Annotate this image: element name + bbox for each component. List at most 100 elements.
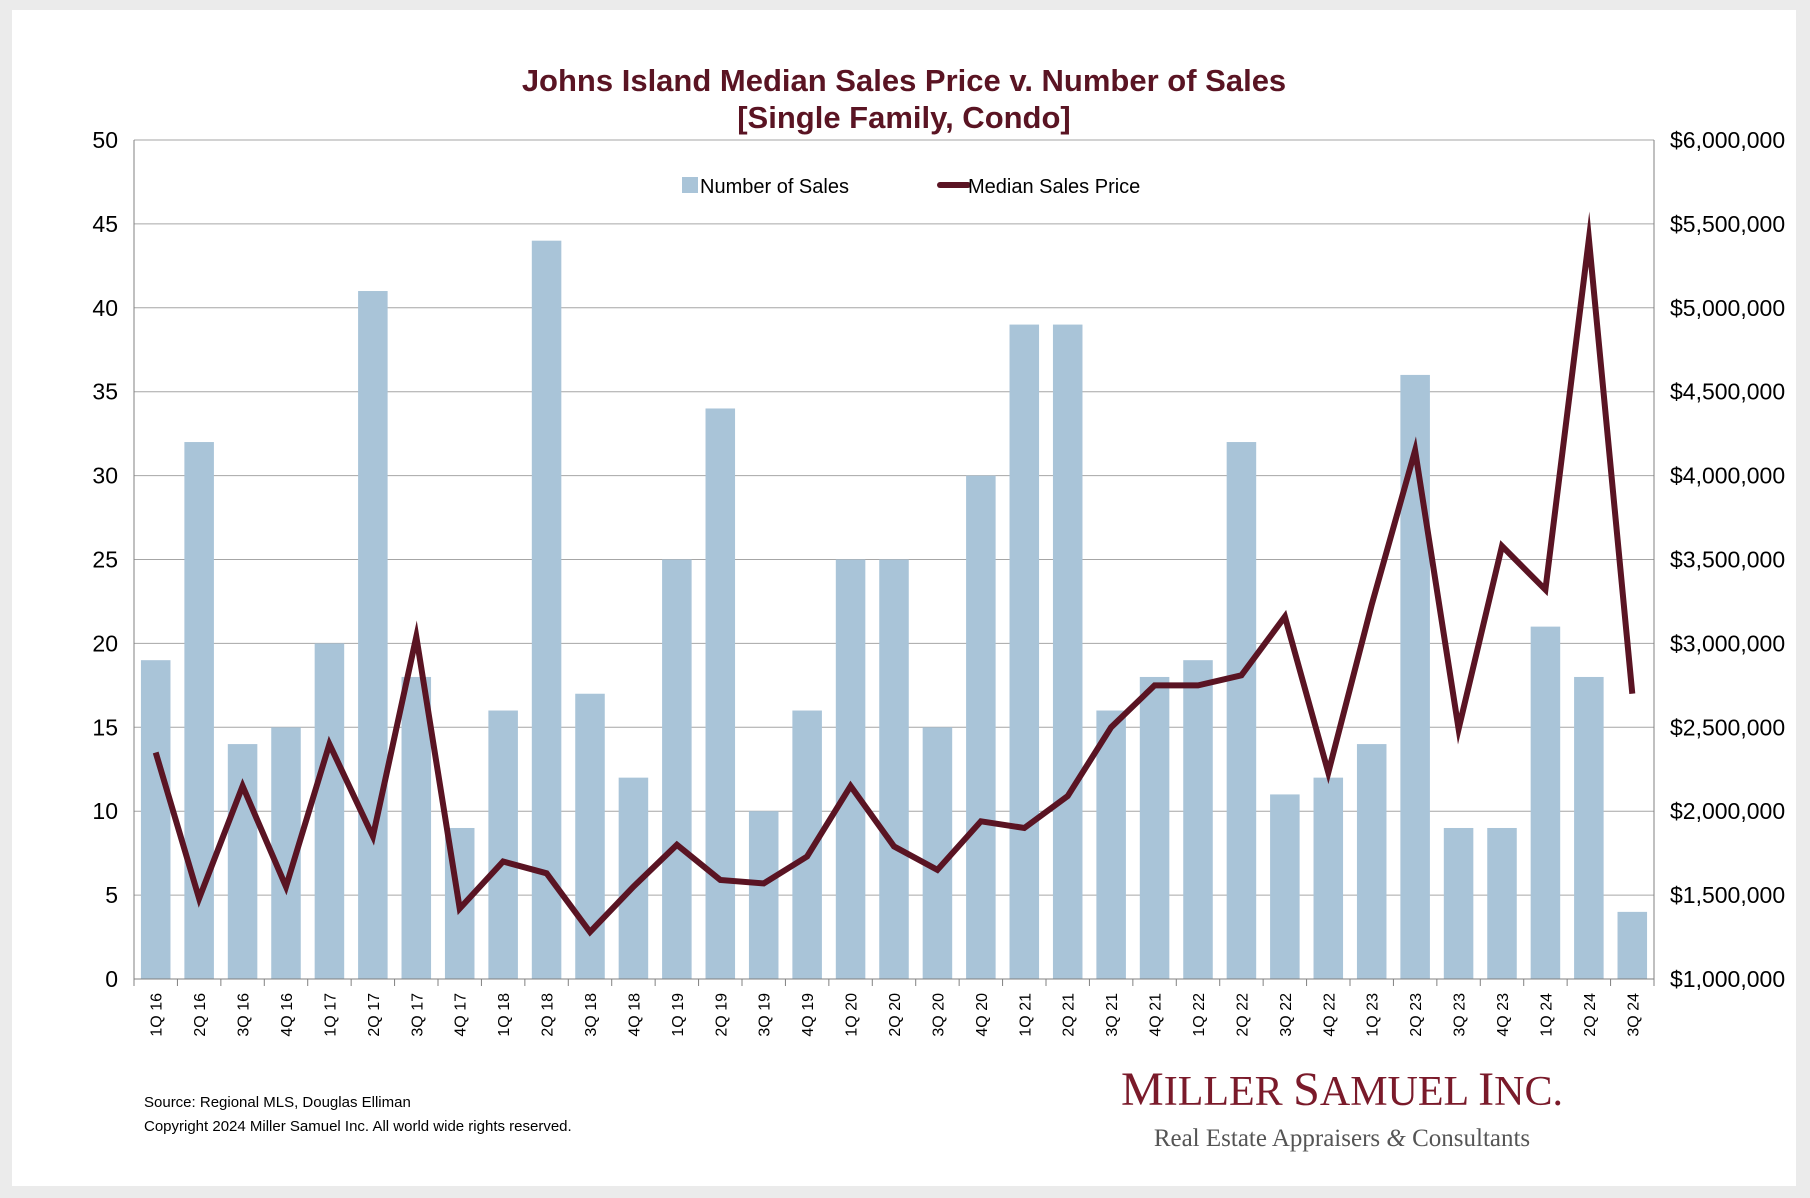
chart-svg: Johns Island Median Sales Price v. Numbe… [92, 63, 1785, 1152]
bar-number-of-sales [1226, 442, 1257, 979]
x-axis-tick-label: 4Q 22 [1321, 993, 1338, 1037]
chart-subtitle: [Single Family, Condo] [737, 100, 1071, 135]
logo-tagline: Real Estate Appraisers & Consultants [1154, 1125, 1530, 1152]
bar-number-of-sales [1530, 626, 1561, 979]
x-axis-tick-label: 3Q 18 [583, 993, 600, 1037]
left-axis-tick-label: 0 [105, 966, 118, 992]
bar-number-of-sales [748, 811, 779, 979]
right-axis-tick-label: $6,000,000 [1670, 127, 1785, 153]
bar-number-of-sales [922, 727, 953, 979]
bar-number-of-sales [1443, 827, 1474, 979]
right-axis-tick-label: $3,000,000 [1670, 630, 1785, 656]
legend-label-sales: Number of Sales [700, 176, 849, 198]
copyright-note: Copyright 2024 Miller Samuel Inc. All wo… [144, 1118, 572, 1135]
x-axis-tick-label: 4Q 23 [1495, 993, 1512, 1037]
x-axis-tick-label: 4Q 16 [279, 993, 296, 1037]
bar-number-of-sales [1096, 710, 1126, 979]
right-axis-tick-label: $3,500,000 [1670, 547, 1785, 573]
left-axis-tick-label: 20 [92, 630, 118, 656]
x-axis-tick-label: 2Q 17 [366, 993, 383, 1037]
x-axis-tick-label: 2Q 22 [1234, 993, 1251, 1037]
x-axis-tick-label: 2Q 16 [192, 993, 209, 1037]
right-axis-tick-label: $1,000,000 [1670, 966, 1785, 992]
left-axis-tick-label: 5 [105, 882, 118, 908]
right-axis-tick-label: $4,500,000 [1670, 379, 1785, 405]
x-axis-tick-label: 4Q 20 [974, 993, 991, 1037]
bar-number-of-sales [140, 660, 171, 979]
axes [133, 140, 1655, 986]
left-axis-tick-label: 45 [92, 211, 118, 237]
x-axis-tick-label: 1Q 21 [1017, 993, 1034, 1037]
company-logo: MILLER SAMUEL INC. Real Estate Appraiser… [1121, 1063, 1563, 1152]
legend-label-price: Median Sales Price [968, 176, 1140, 198]
x-axis-tick-label: 1Q 22 [1191, 993, 1208, 1037]
x-axis-tick-label: 4Q 21 [1148, 993, 1165, 1037]
x-axis-tick-label: 2Q 23 [1408, 993, 1425, 1037]
bar-number-of-sales [879, 559, 909, 979]
left-axis-tick-label: 30 [92, 463, 118, 489]
bar-number-of-sales [531, 240, 562, 979]
left-axis-tick-label: 50 [92, 127, 118, 153]
right-axis-tick-label: $4,000,000 [1670, 463, 1785, 489]
x-axis-tick-label: 1Q 18 [496, 993, 513, 1037]
x-axis-tick-label: 2Q 20 [887, 993, 904, 1037]
bar-number-of-sales [401, 676, 432, 979]
x-axis-tick-label: 3Q 19 [757, 993, 774, 1037]
x-axis-tick-label: 3Q 16 [236, 993, 253, 1037]
bar-number-of-sales [662, 559, 692, 979]
bar-number-of-sales [358, 291, 388, 979]
chart-frame: Johns Island Median Sales Price v. Numbe… [12, 10, 1796, 1186]
x-axis-ticks: 1Q 16 2Q 16 3Q 16 4Q 16 1Q 17 2Q 17 3Q 17 4Q 17… [149, 993, 1643, 1037]
left-axis-tick-label: 15 [92, 714, 118, 740]
x-axis-tick-label: 2Q 24 [1582, 993, 1599, 1037]
left-axis-tick-label: 25 [92, 547, 118, 573]
bar-number-of-sales [1270, 794, 1300, 979]
bar-number-of-sales [1313, 777, 1344, 979]
legend: Number of Sales Median Sales Price [682, 176, 1140, 198]
x-axis-tick-label: 2Q 21 [1061, 993, 1078, 1037]
x-axis-tick-label: 1Q 19 [670, 993, 687, 1037]
bar-number-of-sales [1487, 827, 1517, 979]
bar-number-of-sales [835, 559, 866, 979]
bar-number-of-sales [1356, 744, 1387, 979]
x-axis-tick-label: 1Q 20 [844, 993, 861, 1037]
bar-number-of-sales [1574, 676, 1604, 979]
x-axis-tick-label: 4Q 17 [453, 993, 470, 1037]
bar-number-of-sales [705, 408, 736, 980]
bar-number-of-sales [1052, 324, 1083, 980]
right-axis-tick-label: $2,500,000 [1670, 714, 1785, 740]
x-axis-tick-label: 1Q 23 [1365, 993, 1382, 1037]
right-axis-ticks: $1,000,000 $1,500,000 $2,000,000 $2,500,000… [1670, 127, 1785, 992]
x-axis-tick-label: 3Q 22 [1278, 993, 1295, 1037]
bar-series [140, 240, 1648, 980]
x-axis-tick-label: 2Q 19 [713, 993, 730, 1037]
line-series [152, 211, 1636, 937]
source-note: Source: Regional MLS, Douglas Elliman [144, 1094, 411, 1111]
left-axis-tick-label: 40 [92, 295, 118, 321]
right-axis-tick-label: $5,000,000 [1670, 295, 1785, 321]
x-axis-tick-label: 3Q 21 [1104, 993, 1121, 1037]
x-axis-tick-label: 3Q 17 [409, 993, 426, 1037]
right-axis-tick-label: $5,500,000 [1670, 211, 1785, 237]
bar-number-of-sales [488, 710, 518, 979]
left-axis-ticks: 0 5 10 15 20 25 30 35 40 45 50 [92, 127, 118, 992]
x-axis-tick-label: 4Q 18 [626, 993, 643, 1037]
x-axis-tick-label: 1Q 24 [1538, 993, 1555, 1037]
left-axis-tick-label: 10 [92, 798, 118, 824]
chart-title: Johns Island Median Sales Price v. Numbe… [522, 63, 1286, 98]
x-axis-tick-label: 3Q 24 [1625, 993, 1642, 1037]
x-axis-tick-label: 4Q 19 [800, 993, 817, 1037]
bar-number-of-sales [1139, 676, 1170, 979]
bar-number-of-sales [1009, 324, 1040, 980]
x-axis-tick-label: 1Q 17 [322, 993, 339, 1037]
legend-swatch-sales [682, 177, 698, 193]
logo-wordmark: MILLER SAMUEL INC. [1121, 1063, 1563, 1116]
bar-number-of-sales [966, 475, 996, 979]
bar-number-of-sales [1617, 911, 1648, 979]
bar-number-of-sales [1183, 660, 1213, 979]
x-axis-tick-label: 1Q 16 [149, 993, 166, 1037]
x-axis-tick-label: 3Q 23 [1452, 993, 1469, 1037]
x-axis-tick-label: 2Q 18 [540, 993, 557, 1037]
left-axis-tick-label: 35 [92, 379, 118, 405]
bar-number-of-sales [314, 643, 345, 979]
